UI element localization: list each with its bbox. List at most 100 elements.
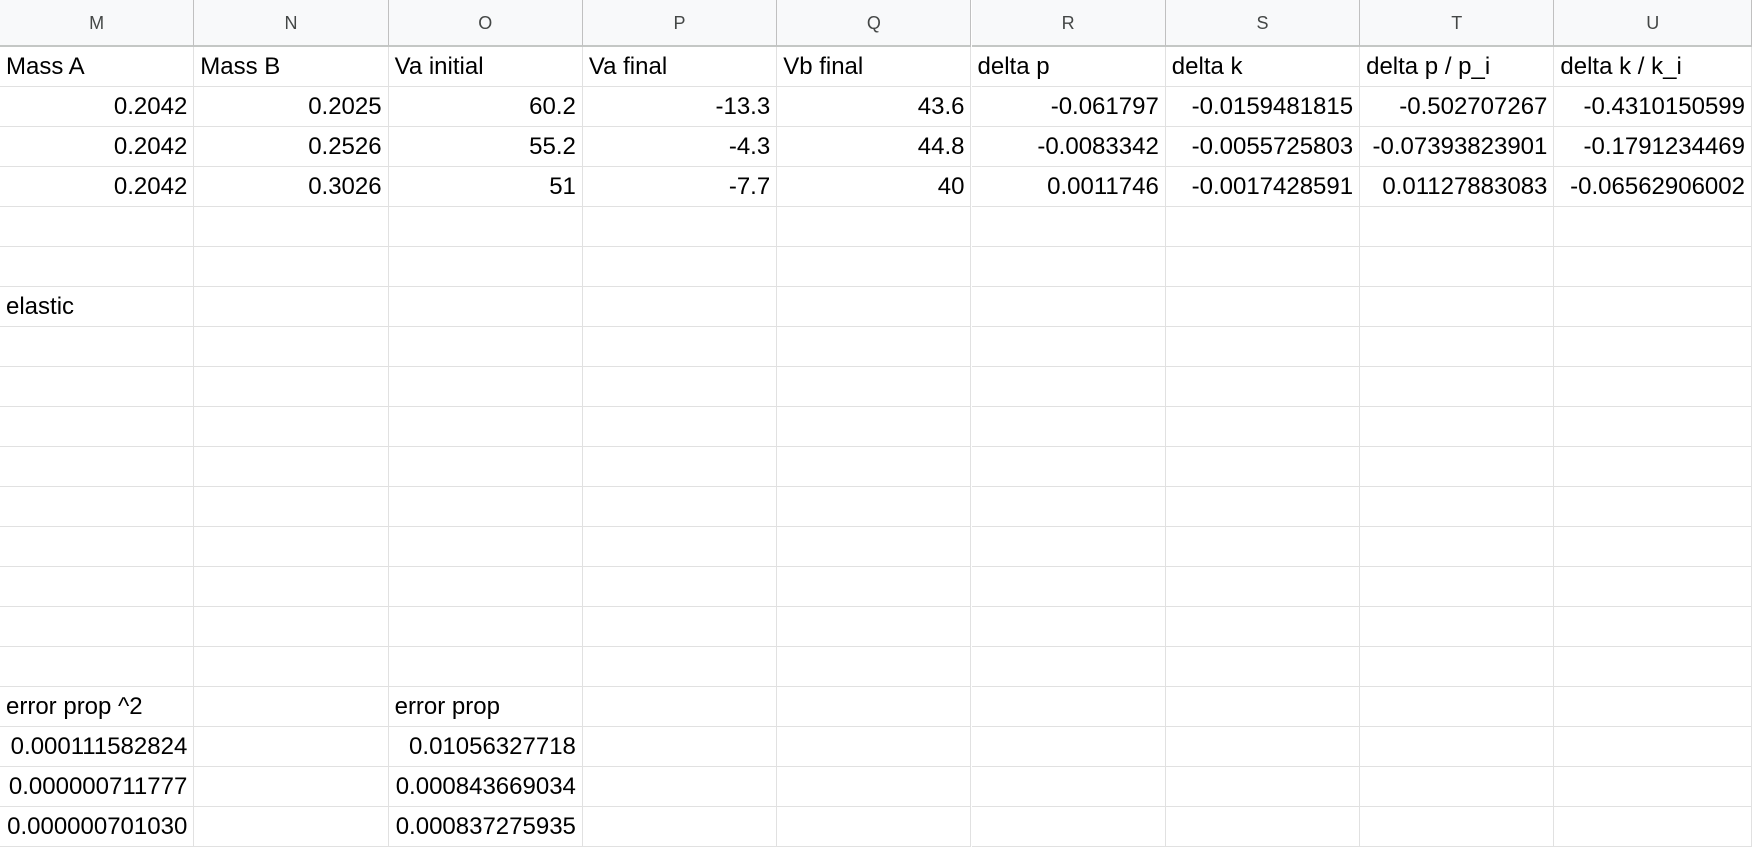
cell-o-13[interactable]: [388, 527, 583, 567]
cell-r-6[interactable]: [971, 247, 1166, 287]
column-header-s[interactable]: S: [1165, 0, 1361, 47]
cell-t-5[interactable]: [1360, 207, 1555, 247]
cell-q-10[interactable]: [777, 407, 972, 447]
cell-s-18[interactable]: [1165, 727, 1361, 767]
cell-r-2[interactable]: -0.061797: [971, 87, 1166, 127]
cell-t-4[interactable]: 0.01127883083: [1360, 167, 1555, 207]
cell-q-6[interactable]: [777, 247, 972, 287]
cell-p-12[interactable]: [582, 487, 778, 527]
cell-p-14[interactable]: [582, 567, 778, 607]
cell-u-19[interactable]: [1554, 767, 1752, 807]
cell-s-17[interactable]: [1165, 687, 1361, 727]
cell-n-12[interactable]: [194, 487, 389, 527]
cell-p-17[interactable]: [582, 687, 778, 727]
cell-s-15[interactable]: [1165, 607, 1361, 647]
cell-q-18[interactable]: [777, 727, 972, 767]
cell-m-5[interactable]: [0, 207, 195, 247]
cell-o-3[interactable]: 55.2: [388, 127, 583, 167]
cell-t-19[interactable]: [1360, 767, 1555, 807]
cell-m-3[interactable]: 0.2042: [0, 127, 195, 167]
cell-m-10[interactable]: [0, 407, 195, 447]
cell-q-14[interactable]: [777, 567, 972, 607]
column-header-o[interactable]: O: [388, 0, 583, 47]
column-header-t[interactable]: T: [1360, 0, 1555, 47]
cell-r-15[interactable]: [971, 607, 1166, 647]
cell-q-17[interactable]: [777, 687, 972, 727]
cell-q-11[interactable]: [777, 447, 972, 487]
cell-n-9[interactable]: [194, 367, 389, 407]
cell-r-7[interactable]: [971, 287, 1166, 327]
cell-m-1[interactable]: Mass A: [0, 47, 195, 87]
cell-t-11[interactable]: [1360, 447, 1555, 487]
cell-r-5[interactable]: [971, 207, 1166, 247]
cell-p-19[interactable]: [582, 767, 778, 807]
cell-s-1[interactable]: delta k: [1165, 47, 1361, 87]
cell-s-10[interactable]: [1165, 407, 1361, 447]
cell-u-17[interactable]: [1554, 687, 1752, 727]
cell-n-10[interactable]: [194, 407, 389, 447]
cell-t-10[interactable]: [1360, 407, 1555, 447]
column-header-m[interactable]: M: [0, 0, 195, 47]
cell-t-16[interactable]: [1360, 647, 1555, 687]
cell-m-20[interactable]: 0.000000701030: [0, 807, 195, 847]
cell-s-4[interactable]: -0.0017428591: [1165, 167, 1361, 207]
cell-p-13[interactable]: [582, 527, 778, 567]
cell-o-1[interactable]: Va initial: [388, 47, 583, 87]
cell-p-9[interactable]: [582, 367, 778, 407]
cell-o-19[interactable]: 0.000843669034: [388, 767, 583, 807]
cell-t-13[interactable]: [1360, 527, 1555, 567]
cell-t-17[interactable]: [1360, 687, 1555, 727]
cell-p-11[interactable]: [582, 447, 778, 487]
cell-s-5[interactable]: [1165, 207, 1361, 247]
cell-r-10[interactable]: [971, 407, 1166, 447]
cell-p-1[interactable]: Va final: [582, 47, 778, 87]
cell-o-5[interactable]: [388, 207, 583, 247]
cell-r-13[interactable]: [971, 527, 1166, 567]
cell-s-6[interactable]: [1165, 247, 1361, 287]
cell-q-12[interactable]: [777, 487, 972, 527]
cell-u-1[interactable]: delta k / k_i: [1554, 47, 1752, 87]
cell-m-8[interactable]: [0, 327, 195, 367]
cell-t-14[interactable]: [1360, 567, 1555, 607]
cell-m-17[interactable]: error prop ^2: [0, 687, 195, 727]
cell-n-8[interactable]: [194, 327, 389, 367]
cell-q-2[interactable]: 43.6: [777, 87, 972, 127]
cell-m-13[interactable]: [0, 527, 195, 567]
cell-n-16[interactable]: [194, 647, 389, 687]
cell-q-19[interactable]: [777, 767, 972, 807]
column-header-u[interactable]: U: [1554, 0, 1752, 47]
cell-t-15[interactable]: [1360, 607, 1555, 647]
cell-u-10[interactable]: [1554, 407, 1752, 447]
cell-o-14[interactable]: [388, 567, 583, 607]
cell-q-7[interactable]: [777, 287, 972, 327]
cell-u-12[interactable]: [1554, 487, 1752, 527]
cell-p-5[interactable]: [582, 207, 778, 247]
cell-q-1[interactable]: Vb final: [777, 47, 972, 87]
cell-u-9[interactable]: [1554, 367, 1752, 407]
cell-s-14[interactable]: [1165, 567, 1361, 607]
cell-u-18[interactable]: [1554, 727, 1752, 767]
cell-q-13[interactable]: [777, 527, 972, 567]
cell-r-17[interactable]: [971, 687, 1166, 727]
cell-u-7[interactable]: [1554, 287, 1752, 327]
cell-q-9[interactable]: [777, 367, 972, 407]
cell-p-4[interactable]: -7.7: [582, 167, 778, 207]
cell-r-18[interactable]: [971, 727, 1166, 767]
cell-r-8[interactable]: [971, 327, 1166, 367]
cell-r-16[interactable]: [971, 647, 1166, 687]
cell-s-2[interactable]: -0.0159481815: [1165, 87, 1361, 127]
cell-u-8[interactable]: [1554, 327, 1752, 367]
cell-t-6[interactable]: [1360, 247, 1555, 287]
cell-u-13[interactable]: [1554, 527, 1752, 567]
cell-n-1[interactable]: Mass B: [194, 47, 389, 87]
cell-m-18[interactable]: 0.000111582824: [0, 727, 195, 767]
cell-q-4[interactable]: 40: [777, 167, 972, 207]
cell-s-7[interactable]: [1165, 287, 1361, 327]
cell-p-18[interactable]: [582, 727, 778, 767]
cell-m-14[interactable]: [0, 567, 195, 607]
cell-r-1[interactable]: delta p: [971, 47, 1166, 87]
column-header-q[interactable]: Q: [777, 0, 972, 47]
cell-n-20[interactable]: [194, 807, 389, 847]
cell-q-16[interactable]: [777, 647, 972, 687]
cell-t-2[interactable]: -0.502707267: [1360, 87, 1555, 127]
